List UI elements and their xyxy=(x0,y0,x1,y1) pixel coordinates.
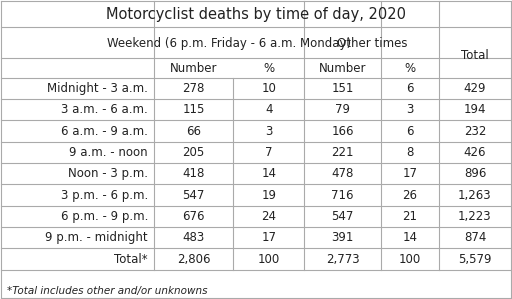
Text: 9 p.m. - midnight: 9 p.m. - midnight xyxy=(46,231,148,244)
Text: 478: 478 xyxy=(331,167,354,180)
Text: 194: 194 xyxy=(464,103,486,116)
Text: Motorcyclist deaths by time of day, 2020: Motorcyclist deaths by time of day, 2020 xyxy=(106,7,406,22)
Text: 17: 17 xyxy=(261,231,276,244)
Text: 3 a.m. - 6 a.m.: 3 a.m. - 6 a.m. xyxy=(61,103,148,116)
Text: *Total includes other and/or unknowns: *Total includes other and/or unknowns xyxy=(8,286,208,296)
Text: 429: 429 xyxy=(464,82,486,95)
Text: 79: 79 xyxy=(335,103,350,116)
Text: 14: 14 xyxy=(261,167,276,180)
Text: 24: 24 xyxy=(261,210,276,223)
Text: 8: 8 xyxy=(407,146,414,159)
Text: 115: 115 xyxy=(182,103,205,116)
Text: 418: 418 xyxy=(182,167,205,180)
Text: 391: 391 xyxy=(331,231,354,244)
Text: 100: 100 xyxy=(399,253,421,266)
Text: 19: 19 xyxy=(261,189,276,202)
Text: Weekend (6 p.m. Friday - 6 a.m. Monday): Weekend (6 p.m. Friday - 6 a.m. Monday) xyxy=(107,37,351,50)
Text: 896: 896 xyxy=(464,167,486,180)
Text: %: % xyxy=(404,62,416,74)
Text: 221: 221 xyxy=(331,146,354,159)
Text: 100: 100 xyxy=(258,253,280,266)
Text: Total: Total xyxy=(461,49,489,62)
Text: 1,223: 1,223 xyxy=(458,210,492,223)
Text: 874: 874 xyxy=(464,231,486,244)
Text: %: % xyxy=(263,62,274,74)
Text: 1,263: 1,263 xyxy=(458,189,492,202)
Text: 547: 547 xyxy=(331,210,354,223)
Text: 3 p.m. - 6 p.m.: 3 p.m. - 6 p.m. xyxy=(61,189,148,202)
Text: 21: 21 xyxy=(402,210,418,223)
Text: 278: 278 xyxy=(182,82,205,95)
Text: 17: 17 xyxy=(402,167,418,180)
Text: 716: 716 xyxy=(331,189,354,202)
Text: Noon - 3 p.m.: Noon - 3 p.m. xyxy=(68,167,148,180)
Text: 3: 3 xyxy=(265,125,272,138)
Text: 6 a.m. - 9 a.m.: 6 a.m. - 9 a.m. xyxy=(61,125,148,138)
Text: 10: 10 xyxy=(261,82,276,95)
Text: 166: 166 xyxy=(331,125,354,138)
Text: 7: 7 xyxy=(265,146,272,159)
Text: 6 p.m. - 9 p.m.: 6 p.m. - 9 p.m. xyxy=(60,210,148,223)
Text: 9 a.m. - noon: 9 a.m. - noon xyxy=(70,146,148,159)
Text: 151: 151 xyxy=(331,82,354,95)
Text: Total*: Total* xyxy=(114,253,148,266)
Text: 676: 676 xyxy=(182,210,205,223)
Text: 5,579: 5,579 xyxy=(458,253,492,266)
Text: Midnight - 3 a.m.: Midnight - 3 a.m. xyxy=(47,82,148,95)
Text: 6: 6 xyxy=(407,82,414,95)
Text: 232: 232 xyxy=(464,125,486,138)
Text: 426: 426 xyxy=(464,146,486,159)
Text: 547: 547 xyxy=(182,189,205,202)
Text: 14: 14 xyxy=(402,231,418,244)
Text: 2,806: 2,806 xyxy=(177,253,210,266)
Text: 483: 483 xyxy=(182,231,205,244)
Text: 4: 4 xyxy=(265,103,272,116)
Text: Other times: Other times xyxy=(336,37,407,50)
Text: Number: Number xyxy=(319,62,366,74)
Text: 2,773: 2,773 xyxy=(326,253,359,266)
Text: 66: 66 xyxy=(186,125,201,138)
Text: 3: 3 xyxy=(407,103,414,116)
Text: 6: 6 xyxy=(407,125,414,138)
Text: Number: Number xyxy=(170,62,218,74)
Text: 205: 205 xyxy=(182,146,205,159)
Text: 26: 26 xyxy=(402,189,418,202)
